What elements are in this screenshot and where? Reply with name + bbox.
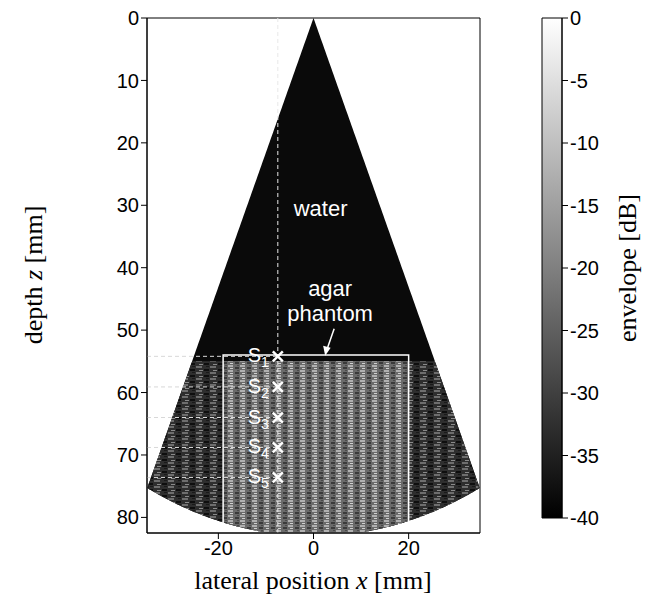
svg-text:0: 0 [308,537,319,559]
svg-text:40: 40 [117,257,139,279]
svg-text:-30: -30 [570,382,599,404]
svg-text:0: 0 [570,7,581,29]
svg-text:agarphantom: agarphantom [287,276,373,326]
svg-text:depth z [mm]: depth z [mm] [19,206,48,345]
svg-text:-5: -5 [570,70,588,92]
svg-text:70: 70 [117,444,139,466]
svg-text:-40: -40 [570,507,599,529]
svg-text:50: 50 [117,319,139,341]
svg-text:envelope [dB]: envelope [dB] [613,194,642,342]
svg-text:S4: S4 [248,435,269,461]
svg-text:S1: S1 [248,344,269,370]
svg-text:20: 20 [117,132,139,154]
svg-text:80: 80 [117,506,139,528]
svg-text:-20: -20 [204,537,233,559]
svg-text:water: water [293,196,348,221]
svg-text:S2: S2 [248,375,269,401]
svg-text:30: 30 [117,194,139,216]
svg-text:-35: -35 [570,445,599,467]
svg-text:S3: S3 [248,406,269,432]
svg-text:-20: -20 [570,257,599,279]
svg-text:lateral position x [mm]: lateral position x [mm] [194,566,432,595]
svg-text:-10: -10 [570,132,599,154]
svg-text:0: 0 [128,7,139,29]
svg-text:20: 20 [398,537,420,559]
svg-text:10: 10 [117,70,139,92]
svg-text:S5: S5 [248,465,269,491]
svg-text:-25: -25 [570,320,599,342]
svg-text:60: 60 [117,382,139,404]
svg-text:-15: -15 [570,195,599,217]
